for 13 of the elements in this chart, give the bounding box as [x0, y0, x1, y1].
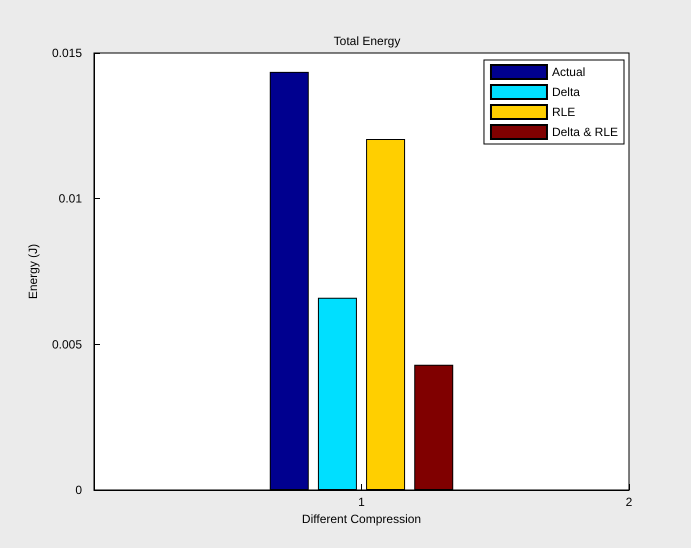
- legend-label: Delta: [552, 85, 580, 99]
- legend-label: Actual: [552, 65, 586, 79]
- legend-label: RLE: [552, 105, 576, 119]
- y-axis-title: Energy (J): [26, 244, 40, 300]
- chart-title: Total Energy: [334, 34, 400, 48]
- y-tick-label: 0: [75, 483, 82, 497]
- x-tick-label: 2: [626, 495, 633, 509]
- x-axis-title: Different Compression: [302, 512, 422, 526]
- y-tick-label: 0.015: [52, 46, 82, 60]
- x-tick-label: 1: [358, 495, 366, 509]
- legend-label: Delta & RLE: [552, 125, 618, 139]
- y-tick-label: 0.005: [52, 337, 82, 352]
- y-tick-label: 0.01: [58, 192, 82, 206]
